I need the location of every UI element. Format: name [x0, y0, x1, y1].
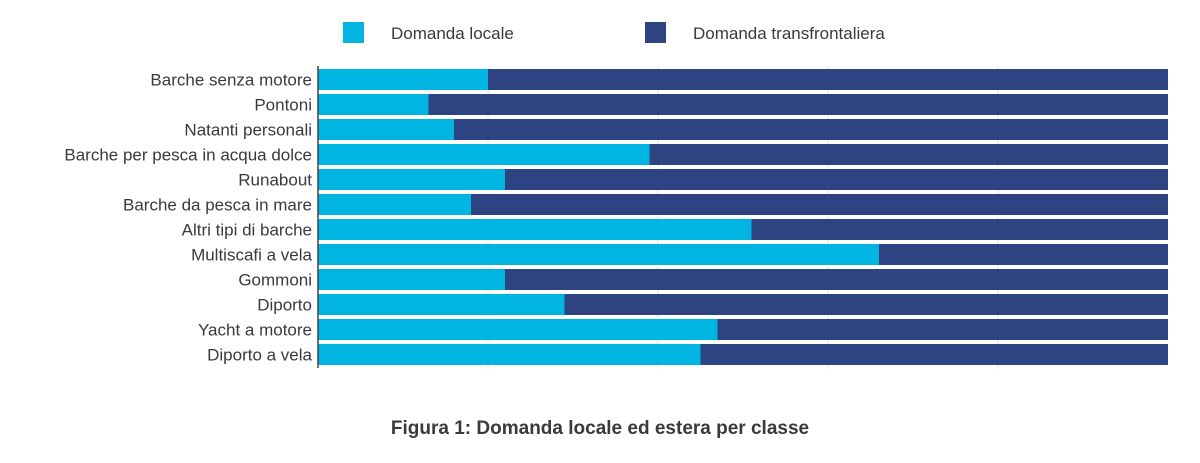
category-label: Runabout [238, 171, 312, 190]
bar-segment-local [318, 94, 429, 115]
bar-segment-cross-border [505, 269, 1168, 290]
bar-segment-cross-border [471, 194, 1168, 215]
bar-segment-local [318, 119, 454, 140]
category-label: Barche senza motore [150, 71, 312, 90]
bar-segment-cross-border [649, 144, 1168, 165]
bar-segment-local [318, 319, 718, 340]
bar-segment-local [318, 194, 471, 215]
bar-segment-cross-border [428, 94, 1168, 115]
bar-segment-local [318, 244, 879, 265]
bar-segment-cross-border [751, 219, 1168, 240]
category-label: Diporto a vela [207, 346, 312, 365]
bar-segment-local [318, 269, 505, 290]
bar-segment-local [318, 294, 565, 315]
category-label: Altri tipi di barche [182, 221, 312, 240]
legend-label: Domanda locale [391, 24, 514, 43]
bar-segment-cross-border [505, 169, 1168, 190]
bar-segment-cross-border [488, 69, 1168, 90]
legend: Domanda locale Domanda transfrontaliera [343, 22, 885, 43]
bars [318, 69, 1168, 365]
category-label: Diporto [257, 296, 312, 315]
category-label: Barche per pesca in acqua dolce [64, 146, 312, 165]
bar-segment-local [318, 219, 752, 240]
bar-segment-cross-border [879, 244, 1168, 265]
bar-segment-cross-border [717, 319, 1168, 340]
category-labels: Barche senza motore Pontoni Natanti person… [64, 71, 312, 365]
bar-segment-cross-border [564, 294, 1168, 315]
category-label: Yacht a motore [198, 321, 312, 340]
legend-swatch [645, 22, 666, 43]
legend-swatch [343, 22, 364, 43]
figure-caption: Figura 1: Domanda locale ed estera per c… [390, 418, 810, 439]
bar-segment-local [318, 344, 701, 365]
gridlines [487, 66, 999, 369]
bar-segment-cross-border [700, 344, 1168, 365]
category-label: Barche da pesca in mare [123, 196, 312, 215]
bar-segment-local [318, 169, 505, 190]
category-label: Gommoni [238, 271, 312, 290]
bar-segment-cross-border [454, 119, 1168, 140]
bar-segment-local [318, 144, 650, 165]
category-label: Natanti personali [184, 121, 312, 140]
category-label: Multiscafi a vela [191, 246, 312, 265]
category-label: Pontoni [254, 96, 312, 115]
bar-segment-local [318, 69, 488, 90]
legend-label: Domanda transfrontaliera [693, 24, 885, 43]
